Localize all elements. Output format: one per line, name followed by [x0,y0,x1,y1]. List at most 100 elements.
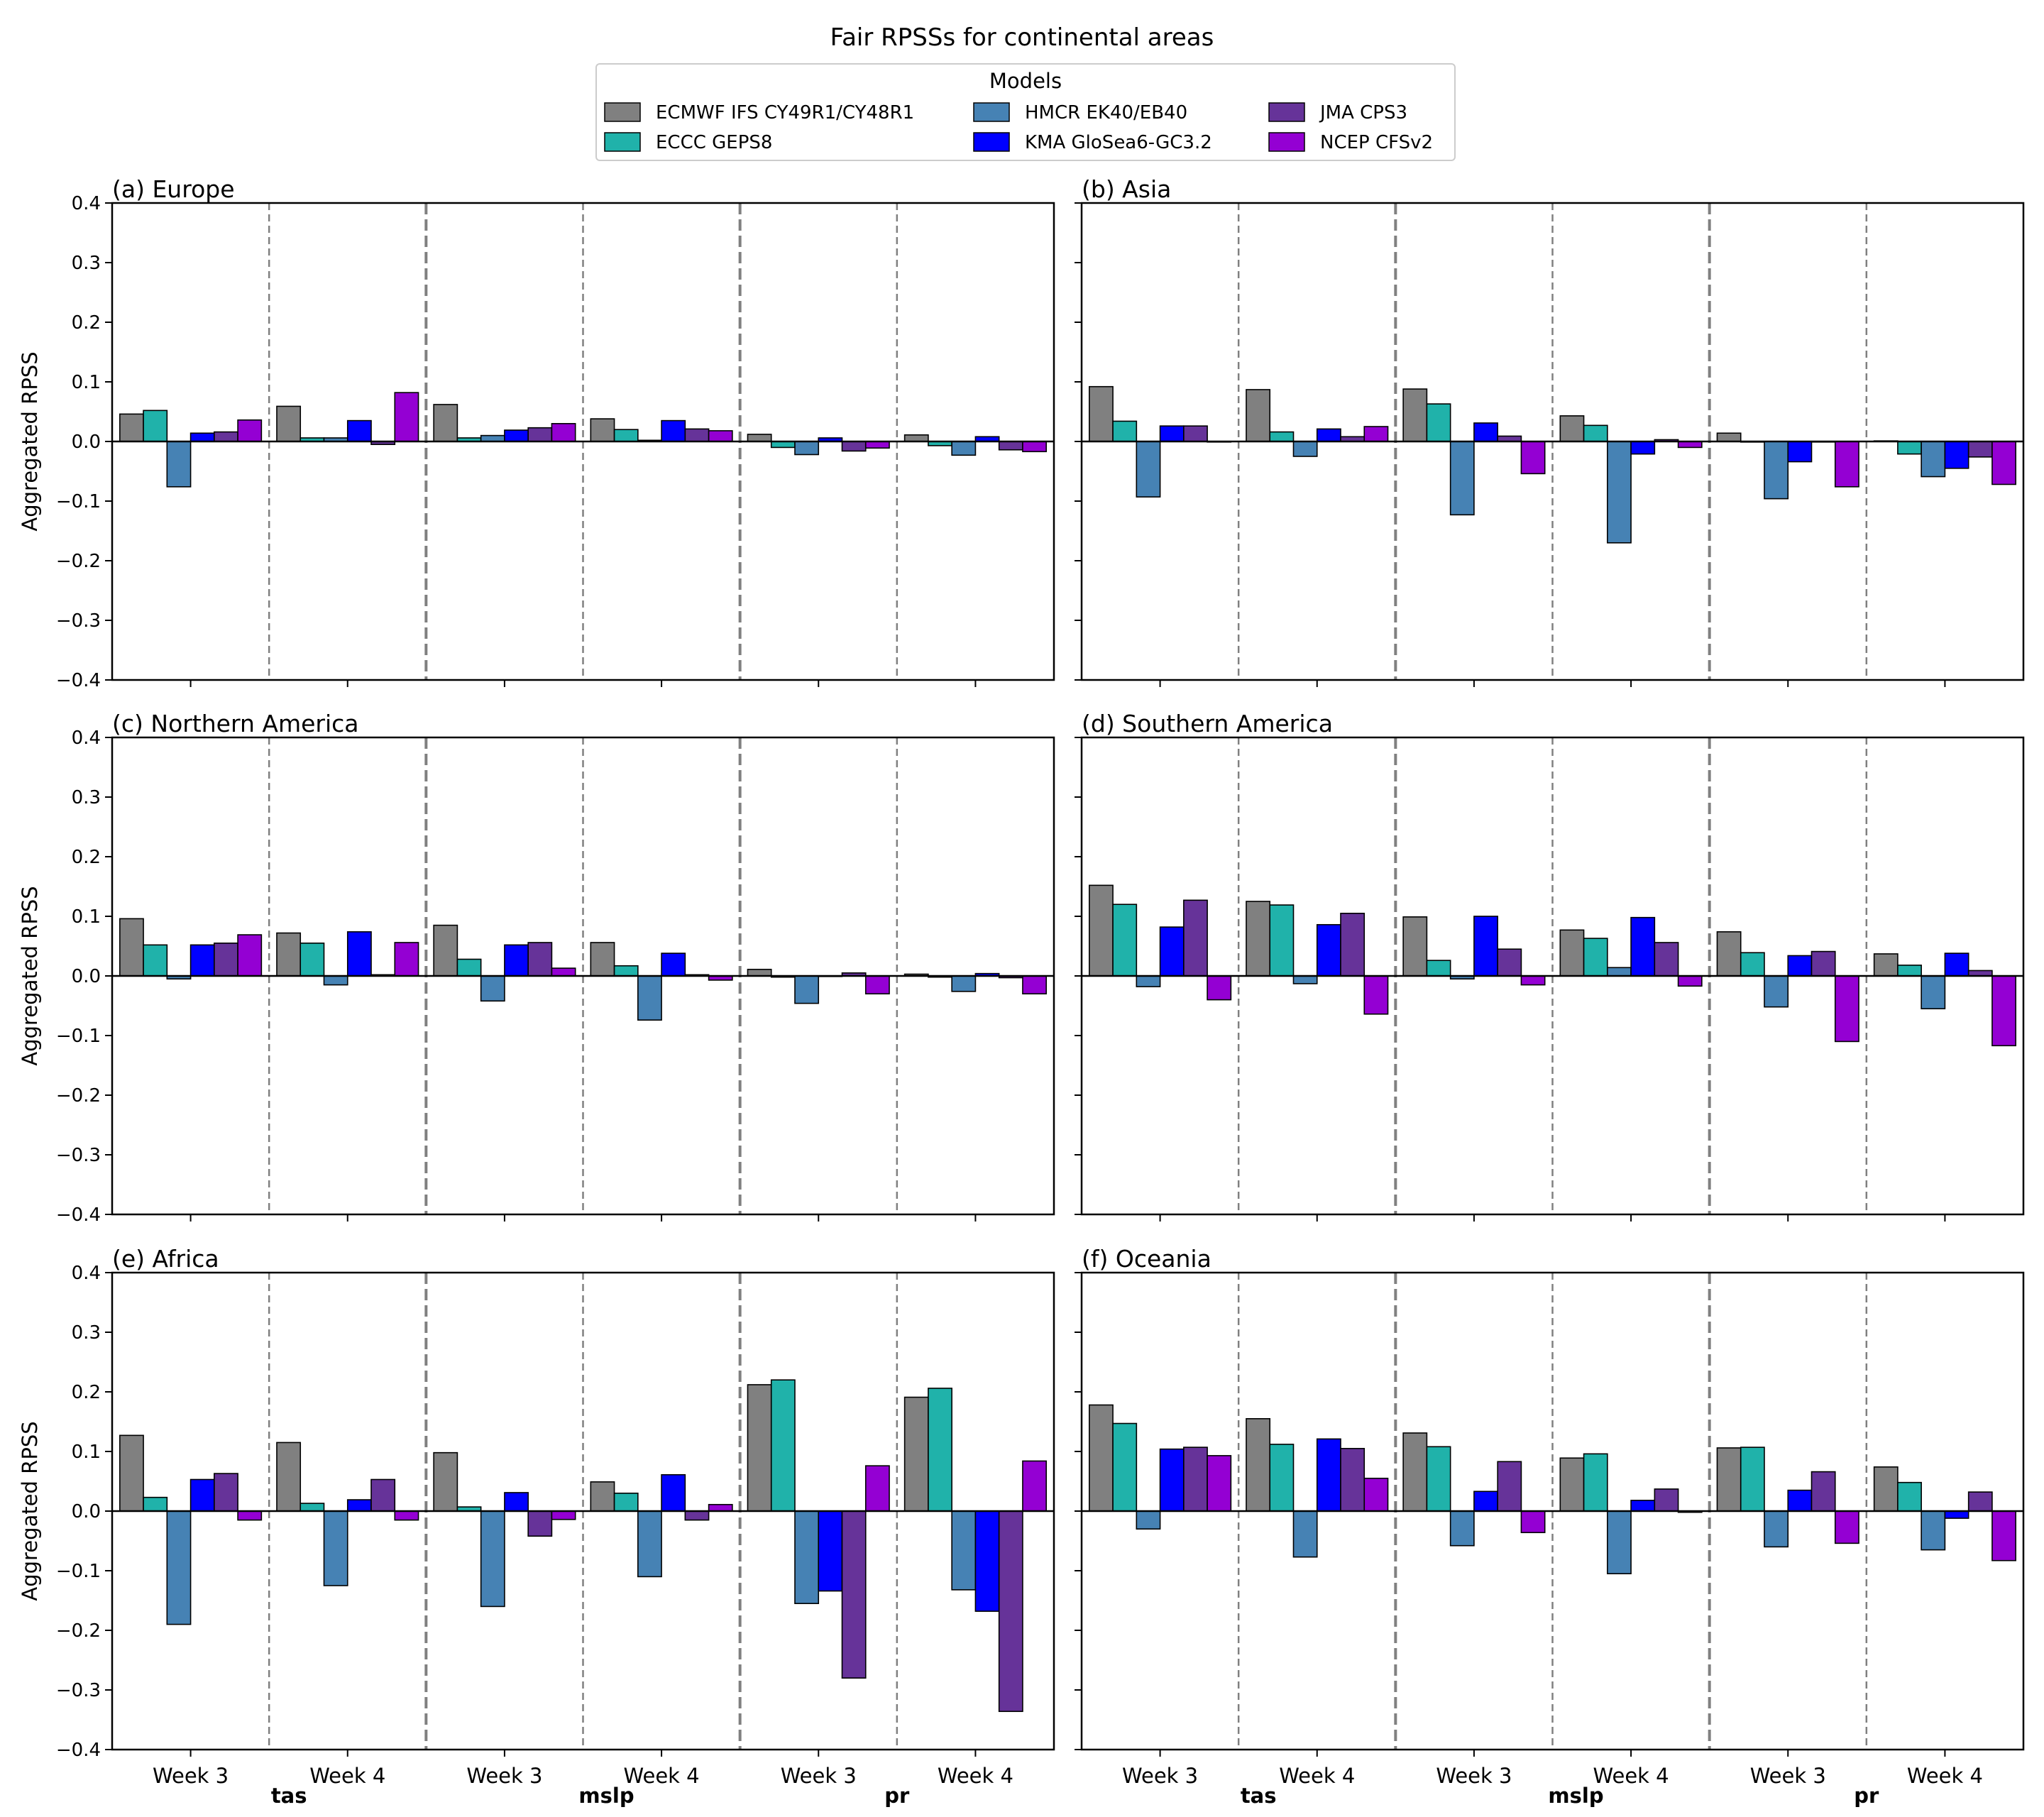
bar [1991,975,2016,1047]
bar [166,441,192,488]
axes-frame [1080,202,2025,681]
bar [1340,1448,1366,1512]
bar [527,1510,553,1537]
bar [119,1434,144,1512]
bar [794,441,820,456]
bar [613,965,639,977]
y-tick-label: 0.3 [72,787,101,808]
y-tick-label: −0.4 [56,670,101,691]
bar [1426,403,1451,442]
legend-frame [595,63,1456,161]
x-tick-label: Week 3 [1436,1764,1512,1788]
bar [1473,1491,1498,1512]
bar [1246,1418,1271,1512]
bar [1520,975,1546,986]
bar [1112,420,1138,442]
legend-label: KMA GloSea6-GC3.2 [1025,132,1212,153]
bar [189,944,215,977]
axes-frame [1080,1271,2025,1751]
bar [119,413,144,442]
bar [1497,1461,1522,1512]
y-tick-label: −0.4 [56,1740,101,1761]
y-tick-label: 0.2 [72,312,101,334]
bar [1292,975,1318,984]
bar [928,1388,952,1512]
panel-title: (b) Asia [1082,175,1171,203]
bar [747,1384,772,1512]
bar [613,1493,639,1512]
bar [1340,913,1366,977]
axes-frame [111,202,1055,681]
bar [300,1503,325,1512]
bar [661,1473,686,1512]
bar [1363,1478,1389,1512]
bar [1402,1432,1428,1512]
panel-title: (d) Southern America [1082,710,1333,737]
bar [394,392,419,442]
bar [1473,422,1498,442]
bar [864,975,890,995]
bar [770,441,796,449]
legend-label: ECCC GEPS8 [656,132,772,153]
bar [1834,441,1859,488]
bar [708,430,733,442]
legend-swatch [973,102,1010,122]
bar [433,1451,458,1512]
bar [1269,1444,1295,1512]
legend: Models ECMWF IFS CY49R1/CY48R1 ECCC GEPS8 H… [595,63,1456,161]
bar [1787,1489,1813,1512]
y-axis-label: Aggregated RPSS [18,1421,42,1601]
bar [1292,441,1318,457]
bar [1183,425,1208,442]
y-tick-label: 0.1 [72,906,101,928]
bar [1873,953,1899,977]
bar [747,434,772,442]
bar [214,943,238,977]
panel: (a) Europe 0.4 0.3 0.2 0.1 0.0 −0.1 −0.2 −0.3 −0.… [18,175,1055,691]
bar [1654,1488,1679,1512]
x-tick-label: Week 4 [1907,1764,1983,1788]
y-tick-label: 0.3 [72,1322,101,1344]
legend-item: ECMWF IFS CY49R1/CY48R1 [604,102,914,123]
bar [1740,1447,1765,1512]
panel: (d) Southern America [1075,710,2025,1222]
bar [237,419,263,442]
bar [480,975,505,1002]
bar [1630,1500,1656,1512]
y-tick-label: −0.3 [56,1145,101,1166]
bar [143,1496,168,1512]
bar [323,975,348,986]
bar [841,1510,867,1679]
y-tick-label: −0.1 [56,1561,101,1582]
bar [119,918,144,977]
bar [551,967,576,977]
bar [346,931,372,977]
bar [1559,415,1585,442]
bar [1159,425,1185,442]
bar [1921,975,1946,1010]
legend-item: KMA GloSea6-GC3.2 [973,132,1212,153]
bar [1089,1404,1114,1512]
bar [1246,389,1271,442]
bar [974,1510,1000,1612]
bar [1811,950,1836,977]
bar [1159,926,1185,977]
bar [394,942,419,977]
legend-label: HMCR EK40/EB40 [1025,102,1187,123]
x-tick-label: Week 4 [938,1764,1013,1788]
bar [1607,1510,1632,1574]
bar [480,434,505,442]
bar [1207,975,1232,1001]
bar [276,405,302,442]
panel-title: (f) Oceania [1082,1245,1211,1273]
bar [1787,955,1813,977]
bar [1716,931,1742,977]
bar [394,1510,419,1521]
bar [1426,1446,1451,1512]
panel-title: (a) Europe [112,175,235,203]
bar [189,432,215,442]
bar [1559,929,1585,977]
bar [1764,975,1789,1008]
panel-title: (c) Northern America [112,710,359,737]
legend-item: NCEP CFSv2 [1268,132,1433,153]
